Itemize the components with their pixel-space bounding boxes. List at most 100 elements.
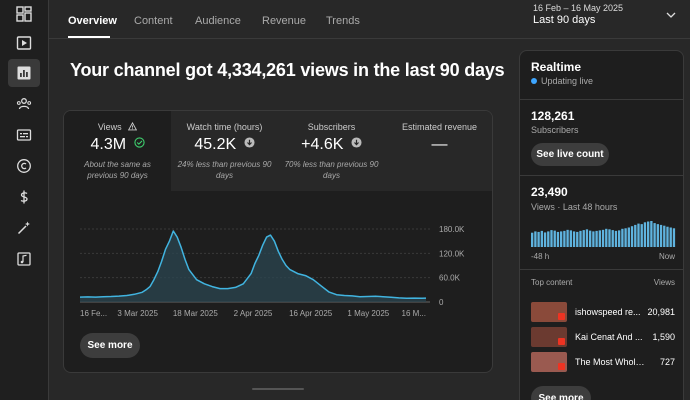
views-chart[interactable]: 180.0K 120.0K 60.0K 0 16 Fe... 3 Mar 2025 18 M… (64, 191, 493, 321)
chart-axis-end: Now (658, 252, 675, 261)
x-tick-label: 16 M... (402, 309, 426, 318)
metric-views[interactable]: Views 4.3M About the same as previous 90… (64, 111, 171, 191)
realtime-bar (582, 230, 585, 247)
realtime-bar (585, 229, 589, 247)
chart-axis-start: -48 h (531, 252, 550, 261)
realtime-bar (543, 232, 547, 247)
realtime-bar (650, 221, 653, 247)
customization-icon[interactable] (8, 214, 40, 242)
subscriber-label: Subscribers (531, 125, 579, 135)
metric-comparison: About the same as previous 90 days (84, 160, 151, 180)
audio-library-icon[interactable] (8, 245, 40, 273)
scroll-indicator (252, 388, 304, 390)
sidebar (0, 0, 49, 400)
metric-label: Views (97, 122, 122, 132)
see-more-button[interactable]: See more (531, 386, 591, 400)
tab-revenue[interactable]: Revenue (262, 15, 307, 27)
realtime-bar (569, 230, 572, 247)
page-headline: Your channel got 4,334,261 views in the … (70, 60, 505, 80)
video-thumbnail[interactable] (531, 302, 567, 322)
top-content-label: Top content (531, 278, 573, 287)
video-thumbnail[interactable] (531, 352, 567, 372)
video-title[interactable]: Kai Cenat And ... (575, 332, 643, 342)
metric-label: Subscribers (307, 122, 356, 132)
realtime-bar (672, 228, 676, 247)
realtime-bar (643, 222, 647, 247)
date-range-text[interactable]: 16 Feb – 16 May 2025 (533, 3, 624, 13)
divider (520, 99, 683, 100)
video-views: 1,590 (652, 332, 675, 342)
realtime-views-count: 23,490 (531, 185, 568, 199)
chevron-down-icon[interactable] (665, 9, 677, 21)
x-tick-label: 16 Apr 2025 (289, 309, 333, 318)
realtime-bar (666, 226, 669, 247)
realtime-bar (534, 231, 537, 247)
realtime-bar (556, 231, 560, 247)
metric-label: Estimated revenue (401, 122, 478, 132)
realtime-bar (579, 230, 582, 247)
realtime-bar (624, 228, 627, 247)
views-column-label: Views (653, 278, 675, 287)
see-more-button[interactable]: See more (80, 333, 140, 358)
realtime-bar (605, 228, 608, 247)
y-tick-label: 120.0K (439, 249, 465, 258)
live-dot-icon (531, 78, 537, 84)
community-icon[interactable] (8, 90, 40, 118)
realtime-card: Realtime Updating live 128,261 Subscribe… (519, 50, 684, 400)
realtime-bar (608, 229, 611, 247)
video-title[interactable]: ishowspeed re... (575, 307, 641, 317)
x-tick-label: 1 May 2025 (347, 309, 389, 318)
see-live-count-button[interactable]: See live count (531, 143, 609, 166)
realtime-bar (566, 229, 569, 247)
metric-value: — (431, 136, 448, 153)
video-title[interactable]: The Most Wholes... (575, 357, 647, 367)
realtime-bar (595, 230, 598, 247)
x-tick-label: 3 Mar 2025 (117, 309, 158, 318)
earn-icon[interactable] (8, 183, 40, 211)
y-tick-label: 180.0K (439, 225, 465, 234)
realtime-bar (637, 223, 640, 247)
realtime-bar (563, 230, 566, 247)
realtime-bar (621, 228, 624, 247)
video-thumbnail[interactable] (531, 327, 567, 347)
arrow-down-icon (244, 137, 255, 148)
realtime-bar (656, 224, 659, 247)
realtime-bar (659, 224, 663, 247)
realtime-bar (653, 223, 656, 247)
content-icon[interactable] (8, 29, 40, 57)
dashboard-icon[interactable] (8, 0, 40, 28)
realtime-bar (592, 231, 595, 247)
x-tick-label: 18 Mar 2025 (173, 309, 218, 318)
tab-trends[interactable]: Trends (326, 15, 360, 27)
metric-label: Watch time (hours) (186, 122, 263, 132)
realtime-bar (540, 230, 543, 247)
tab-overview[interactable]: Overview (68, 15, 117, 27)
x-tick-label: 2 Apr 2025 (234, 309, 273, 318)
warning-icon (128, 121, 138, 131)
analytics-icon[interactable] (8, 59, 40, 87)
tab-content[interactable]: Content (134, 15, 173, 27)
video-views: 20,981 (647, 307, 675, 317)
shorts-badge-icon (558, 313, 565, 320)
realtime-bar (630, 226, 634, 247)
realtime-bar (537, 231, 540, 247)
realtime-views-chart[interactable] (531, 221, 676, 247)
copyright-icon[interactable] (8, 152, 40, 180)
realtime-bar (572, 231, 576, 247)
date-range-label[interactable]: Last 90 days (533, 14, 596, 26)
metric-subscribers[interactable]: Subscribers +4.6K 70% less than previous… (278, 111, 385, 191)
realtime-bar (627, 227, 630, 247)
metric-value: 45.2K (194, 136, 237, 153)
realtime-bar (589, 230, 592, 247)
realtime-views-label: Views · Last 48 hours (531, 202, 618, 212)
check-circle-icon (133, 137, 145, 148)
realtime-bar (531, 232, 534, 247)
metric-comparison: 24% less than previous 90 days (177, 160, 272, 180)
realtime-bar (576, 231, 579, 247)
analytics-tabs: Overview Content Audience Revenue Trends (49, 0, 690, 39)
metric-watch-time[interactable]: Watch time (hours) 45.2K 24% less than p… (171, 111, 278, 191)
tab-audience[interactable]: Audience (195, 15, 241, 27)
subscriber-count: 128,261 (531, 109, 575, 123)
metric-revenue[interactable]: Estimated revenue — (385, 111, 492, 191)
subtitles-icon[interactable] (8, 121, 40, 149)
